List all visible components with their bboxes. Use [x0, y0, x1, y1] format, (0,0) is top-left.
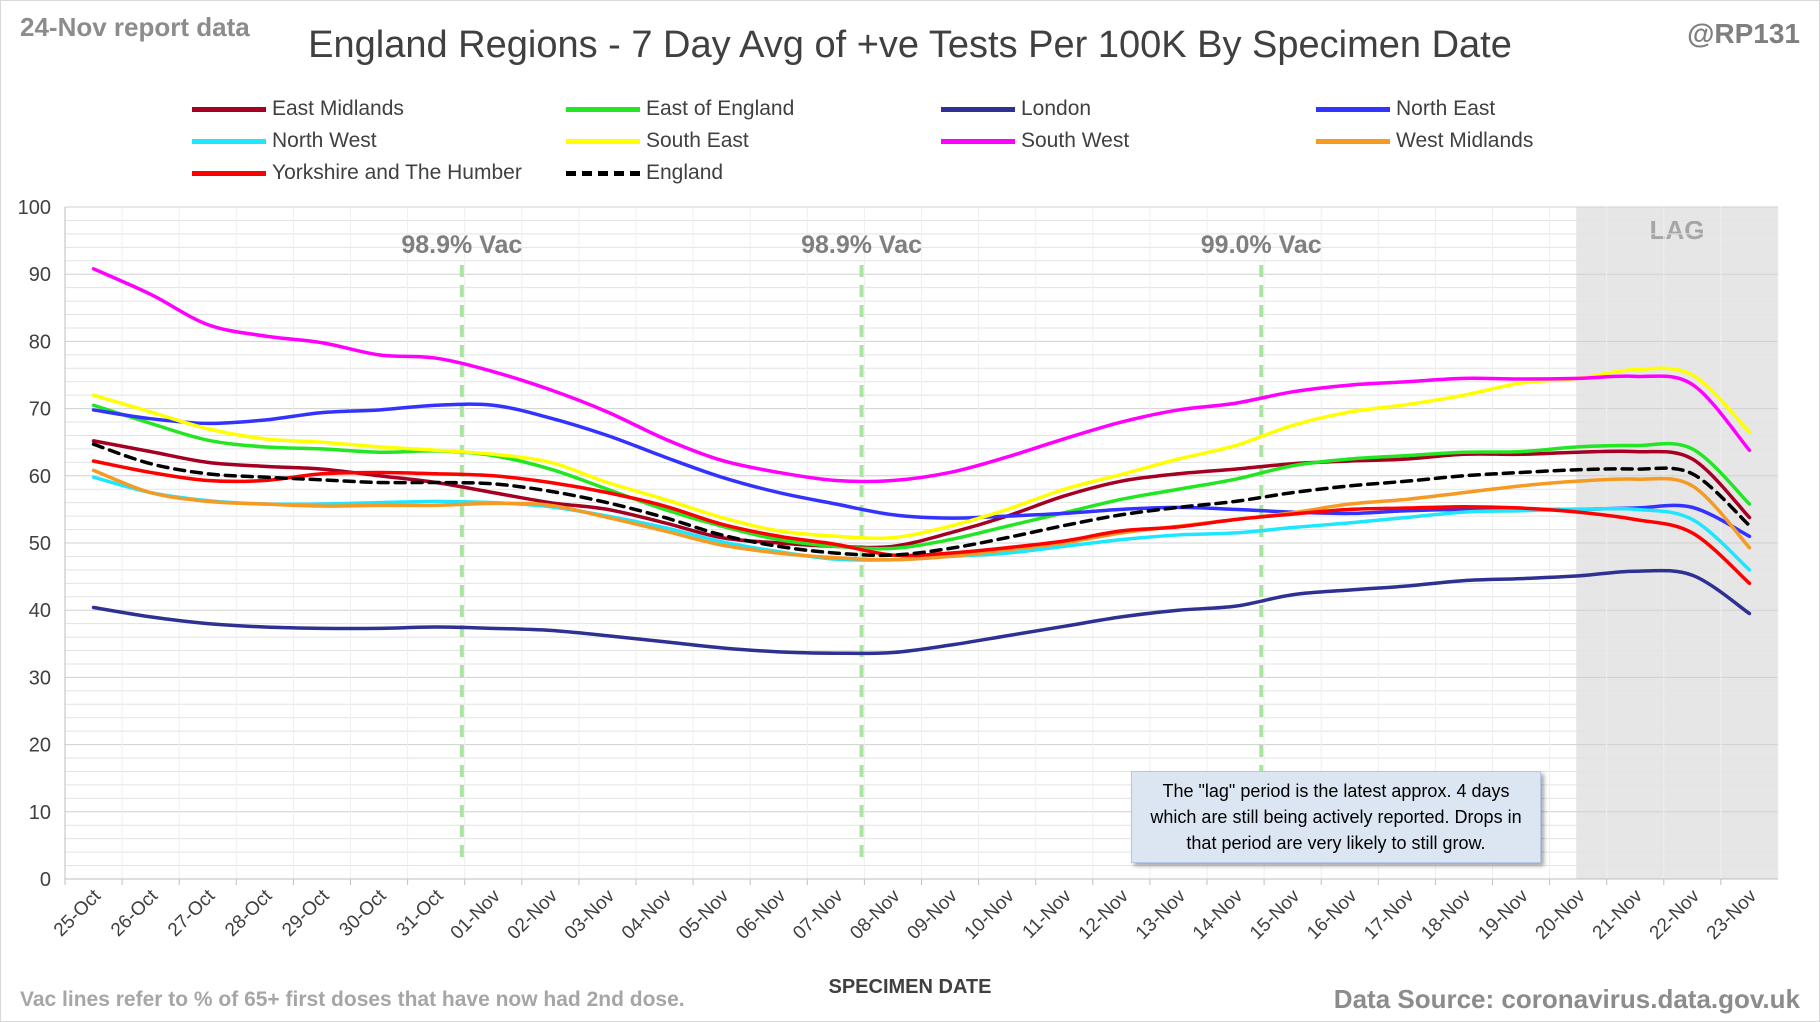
x-tick-label: 18-Nov: [1417, 885, 1476, 944]
legend-swatch: [1316, 138, 1390, 144]
series-line-england: [91, 442, 1752, 558]
series-line-north-east: [91, 402, 1752, 539]
y-tick-label: 70: [29, 399, 51, 421]
x-tick-label: 11-Nov: [1019, 885, 1077, 943]
legend-swatch: [1316, 106, 1390, 112]
vac-footnote: Vac lines refer to % of 65+ first doses …: [20, 988, 685, 1011]
x-tick-label: 01-Nov: [447, 885, 506, 944]
legend-item: South East: [566, 126, 749, 156]
y-tick-label: 60: [29, 466, 51, 488]
x-tick-label: 22-Nov: [1646, 885, 1705, 944]
legend-swatch: [192, 106, 266, 112]
x-axis-title: SPECIMEN DATE: [828, 976, 992, 998]
series-line-west-midlands: [91, 468, 1752, 562]
y-tick-label: 10: [29, 802, 51, 824]
x-tick-label: 20-Nov: [1532, 885, 1591, 944]
x-tick-label: 05-Nov: [675, 885, 734, 944]
x-tick-label: 08-Nov: [846, 885, 905, 944]
legend-item: East of England: [566, 94, 794, 124]
y-tick-label: 100: [18, 197, 51, 219]
legend-label: England: [646, 161, 724, 184]
legend-item: Yorkshire and The Humber: [192, 158, 522, 188]
vac-label: 99.0% Vac: [1201, 231, 1322, 259]
legend-swatch: [566, 138, 640, 144]
lag-label: LAG: [1650, 215, 1705, 245]
legend-item: North West: [192, 126, 377, 156]
x-tick-label: 30-Oct: [335, 885, 391, 941]
y-tick-label: 0: [40, 869, 51, 891]
x-tick-label: 23-Nov: [1703, 885, 1762, 944]
x-tick-label: 25-Oct: [50, 885, 106, 941]
legend-label: East Midlands: [272, 97, 404, 120]
legend-label: North East: [1396, 97, 1496, 120]
x-tick-label: 03-Nov: [561, 885, 620, 944]
legend-swatch: [566, 170, 640, 176]
chart-title: England Regions - 7 Day Avg of +ve Tests…: [308, 24, 1512, 66]
legend-label: East of England: [646, 97, 795, 120]
x-tick-label: 15-Nov: [1246, 885, 1305, 944]
legend-label: North West: [272, 129, 377, 152]
legend-label: London: [1021, 97, 1092, 120]
y-tick-label: 90: [29, 264, 51, 286]
x-tick-label: 26-Oct: [107, 885, 163, 941]
series-line-east-of-england: [91, 403, 1752, 551]
x-tick-label: 13-Nov: [1132, 885, 1191, 944]
series-line-south-east: [91, 366, 1752, 541]
lag-note-callout: The "lag" period is the latest approx. 4…: [1131, 771, 1541, 863]
y-tick-label: 40: [29, 600, 51, 622]
legend-item: England: [566, 158, 723, 188]
series-line-south-west: [91, 267, 1752, 484]
x-tick-label: 28-Oct: [221, 885, 277, 941]
legend-item: London: [941, 94, 1091, 124]
x-tick-label: 14-Nov: [1189, 885, 1248, 944]
legend-swatch: [941, 106, 1015, 112]
legend-item: South West: [941, 126, 1129, 156]
legend-swatch: [566, 106, 640, 112]
y-tick-label: 50: [29, 533, 51, 555]
vac-lines-layer: 98.9% Vac 98.9% Vac 99.0% Vac: [401, 231, 1322, 859]
legend-label: South West: [1021, 129, 1130, 152]
x-tick-label: 09-Nov: [903, 885, 962, 944]
x-tick-label: 12-Nov: [1075, 885, 1134, 944]
legend-swatch: [192, 138, 266, 144]
report-date-label: 24-Nov report data: [20, 12, 250, 42]
legend-label: West Midlands: [1396, 129, 1534, 152]
legend-swatch: [941, 138, 1015, 144]
x-tick-label: 31-Oct: [393, 885, 449, 941]
series-line-east-midlands: [91, 439, 1752, 550]
x-tick-label: 27-Oct: [164, 885, 220, 941]
data-source: Data Source: coronavirus.data.gov.uk: [1333, 984, 1800, 1014]
x-tick-label: 16-Nov: [1303, 885, 1362, 944]
legend-label: Yorkshire and The Humber: [272, 161, 522, 184]
x-tick-label: 07-Nov: [789, 885, 848, 944]
legend-label: South East: [646, 129, 749, 152]
x-tick-label: 29-Oct: [278, 885, 334, 941]
y-tick-label: 80: [29, 331, 51, 353]
x-tick-label: 19-Nov: [1474, 885, 1533, 944]
legend-swatch: [192, 170, 266, 176]
vac-label: 98.9% Vac: [801, 231, 922, 259]
series-layer: [91, 267, 1752, 656]
x-tick-label: 10-Nov: [961, 885, 1020, 944]
legend-item: North East: [1316, 94, 1495, 124]
series-line-yorkshire-and-the-humber: [91, 459, 1752, 586]
grid-layer: [64, 206, 1779, 880]
y-tick-label: 20: [29, 735, 51, 757]
x-tick-label: 17-Nov: [1360, 885, 1419, 944]
vac-label: 98.9% Vac: [401, 231, 522, 259]
x-tick-label: 02-Nov: [504, 885, 563, 944]
y-tick-label: 30: [29, 667, 51, 689]
x-tick-label: 21-Nov: [1589, 885, 1648, 944]
series-line-london: [91, 568, 1752, 656]
legend-item: West Midlands: [1316, 126, 1533, 156]
legend-item: East Midlands: [192, 94, 404, 124]
author-handle: @RP131: [1687, 18, 1800, 49]
x-tick-label: 04-Nov: [618, 885, 677, 944]
x-tick-label: 06-Nov: [732, 885, 791, 944]
